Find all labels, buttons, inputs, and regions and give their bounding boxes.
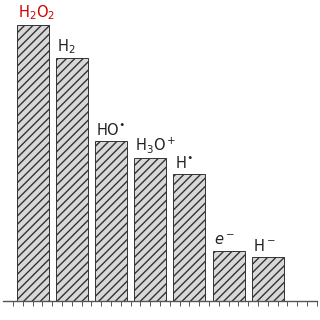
Bar bbox=[56, 58, 88, 301]
Bar bbox=[173, 174, 205, 301]
Bar bbox=[212, 251, 245, 301]
Bar bbox=[252, 257, 284, 301]
Text: $\mathit{e}^-$: $\mathit{e}^-$ bbox=[214, 234, 235, 248]
Text: $\mathrm{H^{\bullet}}$: $\mathrm{H^{\bullet}}$ bbox=[174, 155, 192, 171]
Text: $\mathrm{H_3O^+}$: $\mathrm{H_3O^+}$ bbox=[135, 135, 177, 155]
Bar bbox=[95, 141, 127, 301]
Text: $\mathrm{H_2}$: $\mathrm{H_2}$ bbox=[57, 37, 76, 56]
Text: $\mathrm{HO^{\bullet}}$: $\mathrm{HO^{\bullet}}$ bbox=[96, 122, 125, 138]
Bar bbox=[17, 25, 49, 301]
Text: $\mathrm{H_2O_2}$: $\mathrm{H_2O_2}$ bbox=[18, 4, 55, 22]
Bar bbox=[134, 157, 166, 301]
Text: $\mathrm{H^-}$: $\mathrm{H^-}$ bbox=[253, 238, 276, 254]
